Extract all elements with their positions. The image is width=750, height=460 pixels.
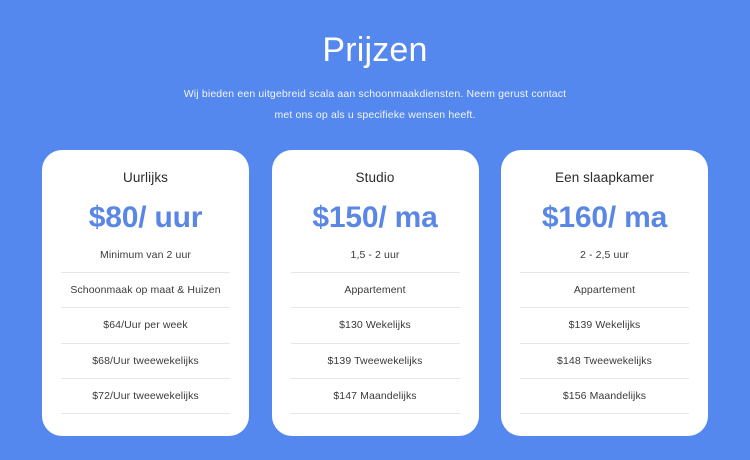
plan-feature-item: $68/Uur tweewekelijks xyxy=(61,342,230,378)
plan-name: Een slaapkamer xyxy=(555,170,654,185)
plan-note: 2 - 2,5 uur xyxy=(580,248,629,261)
plan-feature-item: $147 Maandelijks xyxy=(290,377,460,413)
plan-feature-list: Appartement $139 Wekelijks $148 Tweeweke… xyxy=(520,272,689,414)
plan-feature-item: Appartement xyxy=(290,272,460,307)
plan-feature-item: $130 Wekelijks xyxy=(290,307,460,342)
pricing-card-studio[interactable]: Studio $150/ ma 1,5 - 2 uur Appartement … xyxy=(271,150,479,436)
plan-feature-item: $72/Uur tweewekelijks xyxy=(61,377,230,413)
pricing-card-list: Uurlijks $80/ uur Minimum van 2 uur Scho… xyxy=(42,150,708,436)
page-subtitle-line-2: met ons op als u specifieke wensen heeft… xyxy=(274,108,476,121)
plan-price: $150/ ma xyxy=(312,201,438,235)
plan-note: Minimum van 2 uur xyxy=(100,248,191,261)
plan-feature-list: Schoonmaak op maat & Huizen $64/Uur per … xyxy=(61,272,230,414)
page-title: Prijzen xyxy=(322,31,428,69)
page-subtitle: Wij bieden een uitgebreid scala aan scho… xyxy=(165,84,585,126)
plan-feature-list-divider xyxy=(290,412,460,414)
plan-feature-item: Schoonmaak op maat & Huizen xyxy=(61,272,230,307)
plan-feature-item: $64/Uur per week xyxy=(61,307,230,342)
plan-feature-item: $148 Tweewekelijks xyxy=(520,342,689,378)
plan-feature-item: Appartement xyxy=(520,272,689,307)
plan-feature-item: $139 Wekelijks xyxy=(520,307,689,342)
plan-feature-list-divider xyxy=(61,412,230,414)
plan-name: Studio xyxy=(355,170,395,185)
page-header: Prijzen Wij bieden een uitgebreid scala … xyxy=(0,0,750,126)
plan-name: Uurlijks xyxy=(122,170,169,185)
pricing-card-uurlijks[interactable]: Uurlijks $80/ uur Minimum van 2 uur Scho… xyxy=(42,150,249,436)
pricing-card-een-slaapkamer[interactable]: Een slaapkamer $160/ ma 2 - 2,5 uur Appa… xyxy=(501,150,708,436)
plan-feature-item: $156 Maandelijks xyxy=(520,377,689,413)
page-subtitle-line-1: Wij bieden een uitgebreid scala aan scho… xyxy=(183,87,567,100)
plan-feature-item: $139 Tweewekelijks xyxy=(290,342,460,378)
plan-feature-list: Appartement $130 Wekelijks $139 Tweeweke… xyxy=(290,272,460,414)
plan-price: $160/ ma xyxy=(541,201,668,235)
plan-feature-list-divider xyxy=(520,412,689,414)
plan-price: $80/ uur xyxy=(88,201,203,235)
plan-note: 1,5 - 2 uur xyxy=(350,248,400,261)
